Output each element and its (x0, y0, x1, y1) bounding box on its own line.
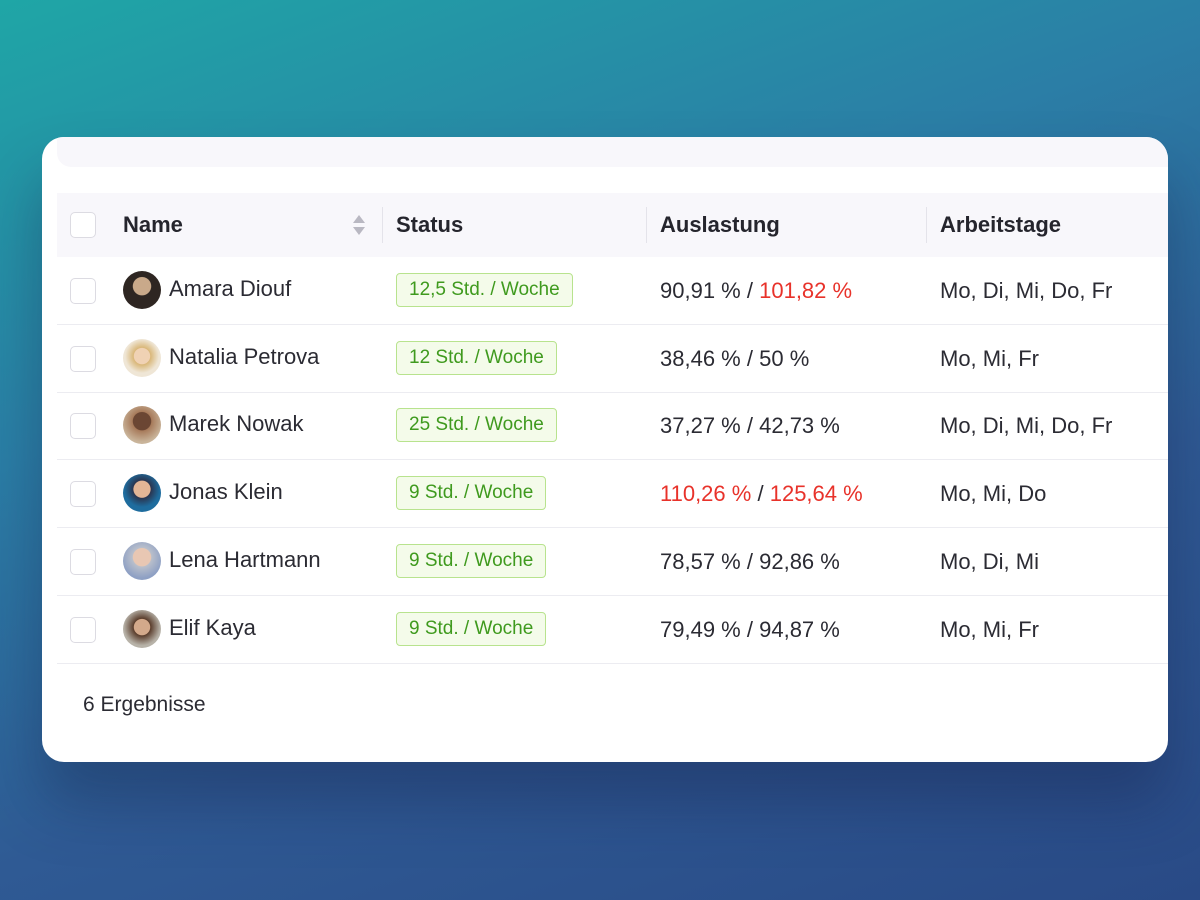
column-header[interactable]: Name (123, 212, 183, 237)
work-days: Mo, Di, Mi, Do, Fr (940, 278, 1113, 303)
table-header: Name Status Auslastung Arbeitstage (57, 193, 1168, 257)
utilization-value: 90,91 % (660, 278, 741, 303)
employee-name: Lena Hartmann (169, 546, 321, 572)
utilization-value: 79,49 % (660, 616, 741, 642)
employee-name: Jonas Klein (169, 479, 283, 505)
utilization-value: 125,64 % (769, 481, 863, 507)
status-badge: 25 Std. / Woche (396, 408, 557, 443)
avatar (123, 609, 161, 648)
employee-name: Marek Nowak (169, 411, 304, 437)
employee-name: Amara Diouf (169, 276, 292, 301)
avatar (123, 271, 161, 309)
employee-name: Natalia Petrova (169, 343, 320, 369)
status-badge: 12 Std. / Woche (396, 340, 557, 375)
table-row: Amara Diouf 12,5 Std. / Woche 90,91 % / 10… (57, 257, 1168, 325)
utilization-value: 110,26 % (660, 481, 752, 507)
select-all-checkbox[interactable] (70, 212, 96, 238)
row-checkbox[interactable] (70, 616, 96, 643)
separator: / (746, 278, 753, 303)
sort-icon[interactable] (351, 213, 367, 237)
utilization: 79,49 % / 94,87 % (660, 596, 840, 663)
separator: / (746, 548, 753, 574)
status-badge: 9 Std. / Woche (396, 476, 547, 511)
utilization-value: 42,73 % (759, 413, 840, 439)
column-divider (382, 207, 383, 243)
row-checkbox[interactable] (70, 548, 96, 575)
utilization: 37,27 % / 42,73 % (660, 392, 840, 459)
table-row: Jonas Klein 9 Std. / Woche 110,26 % / 125,… (57, 460, 1168, 529)
result-count: 6 Ergebnisse (83, 693, 206, 716)
separator: / (746, 413, 753, 439)
column-divider (646, 207, 647, 243)
employee-name: Elif Kaya (169, 614, 256, 640)
row-checkbox[interactable] (70, 413, 96, 440)
utilization: 38,46 % / 50 % (660, 325, 809, 392)
column-divider (926, 207, 927, 243)
utilization-value: 37,27 % (660, 413, 741, 439)
work-days: Mo, Mi, Do (940, 481, 1047, 507)
work-days: Mo, Di, Mi, Do, Fr (940, 413, 1113, 439)
row-checkbox[interactable] (70, 278, 96, 304)
work-days: Mo, Di, Mi (940, 548, 1039, 574)
status-badge: 9 Std. / Woche (396, 611, 547, 646)
work-days: Mo, Mi, Fr (940, 616, 1039, 642)
utilization-value: 101,82 % (759, 278, 853, 303)
column-header[interactable]: Status (396, 212, 464, 237)
table-row: Elif Kaya 9 Std. / Woche 79,49 % / 94,87 %… (57, 596, 1168, 664)
utilization-value: 94,87 % (759, 616, 840, 642)
row-checkbox[interactable] (70, 345, 96, 372)
table-card: Name Status Auslastung Arbeitstage 6 Erg… (42, 137, 1168, 762)
work-days: Mo, Mi, Fr (940, 345, 1039, 371)
utilization-value: 50 % (759, 345, 810, 371)
column-header[interactable]: Auslastung (660, 212, 780, 237)
utilization: 110,26 % / 125,64 % (660, 460, 863, 527)
utilization-value: 38,46 % (660, 345, 741, 371)
status-badge: 9 Std. / Woche (396, 543, 547, 578)
utilization: 90,91 % / 101,82 % (660, 257, 852, 324)
avatar (123, 474, 161, 513)
avatar (123, 406, 161, 445)
utilization-value: 92,86 % (759, 548, 840, 574)
row-checkbox[interactable] (70, 481, 96, 508)
separator: / (746, 345, 753, 371)
avatar (123, 338, 161, 377)
utilization: 78,57 % / 92,86 % (660, 528, 840, 595)
avatar (123, 541, 161, 580)
table-row: Lena Hartmann 9 Std. / Woche 78,57 % / 92,… (57, 528, 1168, 596)
utilization-value: 78,57 % (660, 548, 741, 574)
toolbar-strip (57, 137, 1168, 167)
separator: / (757, 481, 764, 507)
column-header[interactable]: Arbeitstage (940, 212, 1062, 237)
table-row: Natalia Petrova 12 Std. / Woche 38,46 % / … (57, 325, 1168, 393)
separator: / (746, 616, 753, 642)
status-badge: 12,5 Std. / Woche (396, 273, 573, 307)
table-row: Marek Nowak 25 Std. / Woche 37,27 % / 42,7… (57, 392, 1168, 461)
